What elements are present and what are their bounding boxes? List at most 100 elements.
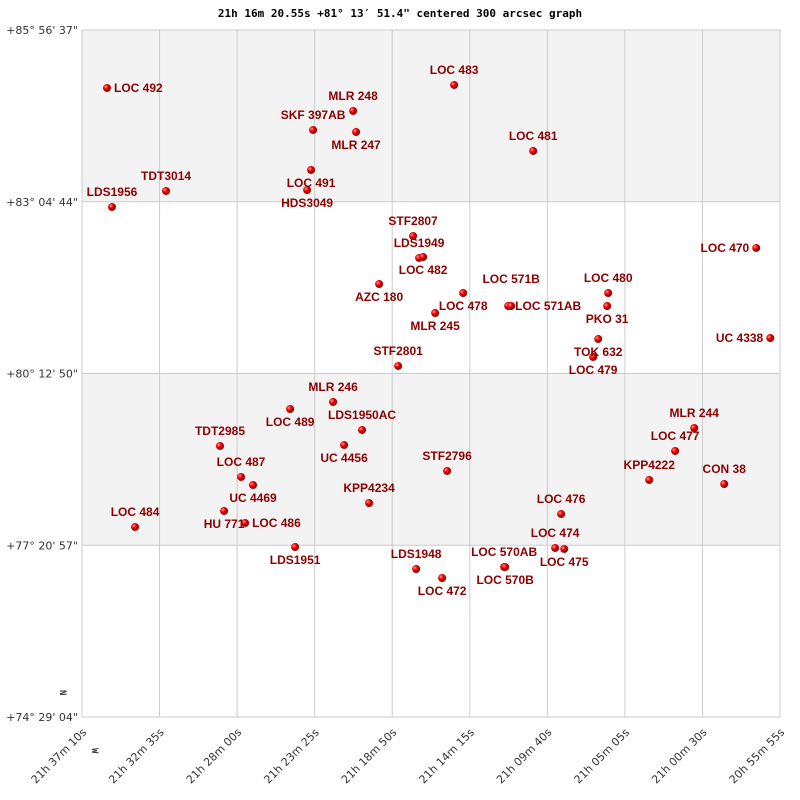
star-marker <box>107 202 116 211</box>
star-label: LOC 570B <box>476 573 534 587</box>
star-marker <box>459 288 468 297</box>
star-point <box>560 544 569 553</box>
star-point <box>752 243 761 252</box>
star-label: LOC 483 <box>430 63 479 77</box>
chart-title: 21h 16m 20.55s +81° 13′ 51.4" centered 3… <box>218 7 582 20</box>
star-label: LOC 479 <box>569 363 618 377</box>
star-label: LDS1951 <box>270 553 321 567</box>
star-marker <box>551 543 560 552</box>
star-marker <box>394 361 403 370</box>
star-point <box>352 127 361 136</box>
grid-band <box>82 545 780 717</box>
star-point <box>557 509 566 518</box>
x-tick-label: 21h 23m 25s <box>261 726 322 787</box>
star-point <box>589 352 598 361</box>
star-point <box>340 440 349 449</box>
star-label: PKO 31 <box>586 312 629 326</box>
star-marker <box>291 543 300 552</box>
star-point <box>603 301 612 310</box>
star-marker <box>349 106 358 115</box>
star-point <box>690 423 699 432</box>
star-point <box>162 186 171 195</box>
star-marker <box>309 125 318 134</box>
star-label: KPP4222 <box>624 458 676 472</box>
west-label: W <box>89 748 99 754</box>
star-marker <box>645 475 654 484</box>
star-point <box>645 475 654 484</box>
star-marker <box>412 565 421 574</box>
star-marker <box>560 544 569 553</box>
star-marker <box>603 301 612 310</box>
star-point <box>419 252 428 261</box>
star-marker <box>237 472 246 481</box>
star-label: LOC 482 <box>399 263 448 277</box>
star-point <box>450 80 459 89</box>
star-marker <box>241 518 250 527</box>
north-label: N <box>57 690 67 695</box>
star-point <box>309 125 318 134</box>
star-point <box>102 83 111 92</box>
x-tick-label: 21h 00m 30s <box>649 726 710 787</box>
star-marker <box>557 509 566 518</box>
star-point <box>365 498 374 507</box>
y-tick-label: +77° 20' 57" <box>6 539 78 552</box>
star-point <box>766 334 775 343</box>
star-marker <box>365 498 374 507</box>
star-label: MLR 247 <box>331 138 381 152</box>
star-label: LOC 477 <box>651 429 700 443</box>
y-tick-label: +74° 29' 04" <box>6 711 78 724</box>
star-marker <box>303 185 312 194</box>
star-label: AZC 180 <box>355 290 403 304</box>
star-marker <box>375 279 384 288</box>
star-label: UC 4469 <box>229 491 277 505</box>
star-label: LOC 491 <box>287 176 336 190</box>
star-label: LOC 478 <box>439 299 488 313</box>
star-point <box>131 522 140 531</box>
star-marker <box>220 506 229 515</box>
star-label: MLR 246 <box>308 380 358 394</box>
star-marker <box>507 301 516 310</box>
star-point <box>551 543 560 552</box>
star-label: LDS1948 <box>391 547 442 561</box>
x-tick-label: 21h 09m 40s <box>494 726 555 787</box>
x-tick-label: 20h 55m 55s <box>727 726 788 787</box>
star-marker <box>443 466 452 475</box>
star-marker <box>358 425 367 434</box>
star-point <box>241 518 250 527</box>
star-label: STF2801 <box>373 344 423 358</box>
star-point <box>375 279 384 288</box>
star-marker <box>438 573 447 582</box>
star-label: MLR 248 <box>328 89 378 103</box>
star-marker <box>352 127 361 136</box>
star-point <box>237 472 246 481</box>
star-label: LOC 470 <box>701 241 750 255</box>
star-label: LDS1956 <box>87 185 138 199</box>
x-tick-label: 21h 05m 05s <box>572 726 633 787</box>
star-point <box>501 562 510 571</box>
star-marker <box>131 522 140 531</box>
star-label: STF2796 <box>422 449 472 463</box>
y-tick-label: +83° 04' 44" <box>6 196 78 209</box>
star-marker <box>604 288 613 297</box>
star-point <box>220 506 229 515</box>
grid-band <box>82 201 780 374</box>
star-marker <box>501 562 510 571</box>
star-point <box>249 481 258 490</box>
star-label: LDS1949 <box>394 236 445 250</box>
star-marker <box>671 446 680 455</box>
star-point <box>307 165 316 174</box>
x-tick-label: 21h 14m 15s <box>417 726 478 787</box>
star-point <box>431 309 440 318</box>
star-label: LDS1950AC <box>328 408 396 422</box>
star-point <box>507 301 516 310</box>
x-tick-label: 21h 32m 35s <box>106 726 167 787</box>
star-label: UC 4338 <box>716 331 764 345</box>
star-marker <box>329 397 338 406</box>
star-label: UC 4456 <box>320 451 368 465</box>
star-marker <box>752 243 761 252</box>
star-point <box>409 231 418 240</box>
star-marker <box>594 334 603 343</box>
star-label: LOC 476 <box>537 492 586 506</box>
star-point <box>412 565 421 574</box>
